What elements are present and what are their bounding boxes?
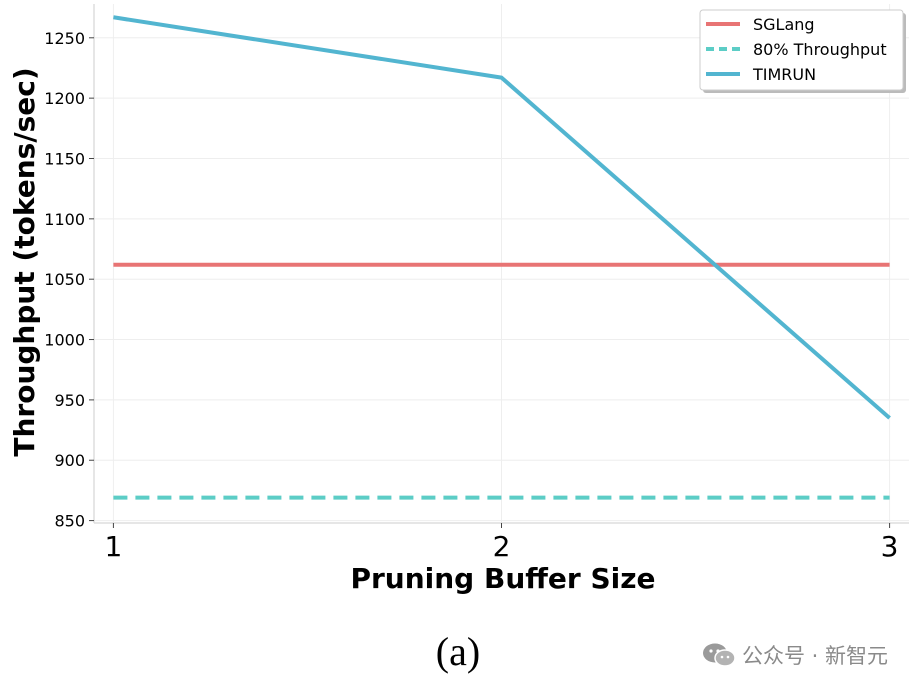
y-tick-label: 850 [54,512,85,531]
watermark-text: 公众号 · 新智元 [741,644,888,668]
y-tick-label: 1150 [44,149,85,168]
y-tick-label: 1100 [44,210,85,229]
legend-box [699,9,904,91]
figure-caption: (a) [435,629,481,674]
x-axis-label: Pruning Buffer Size [350,562,655,595]
y-tick-label: 1000 [44,331,85,350]
legend-label: SGLang [753,15,815,34]
x-tick-label: 2 [493,530,511,563]
x-tick-label: 3 [881,530,899,563]
series-lines [113,15,891,500]
y-axis-label: Throughput (tokens/sec) [8,67,41,456]
y-tick-label: 1200 [44,89,85,108]
legend: SGLang 80% Throughput TIMRUN [699,9,906,93]
y-tick-label: 1250 [44,29,85,48]
y-tick-label: 950 [54,391,85,410]
tick-labels: 850 900 950 1000 1050 1100 1150 1200 1250 1 2 3 [44,29,898,563]
watermark: 公众号 · 新智元 [702,640,888,670]
y-tick-label: 900 [54,451,85,470]
throughput-chart: 850 900 950 1000 1050 1100 1150 1200 1250 1 2 3 Pru… [8,4,909,595]
wechat-icon [702,642,736,668]
y-tick-label: 1050 [44,270,85,289]
legend-label: TIMRUN [752,65,816,84]
legend-label: 80% Throughput [753,40,887,59]
series-line-timrun [113,15,891,420]
x-tick-label: 1 [104,530,122,563]
